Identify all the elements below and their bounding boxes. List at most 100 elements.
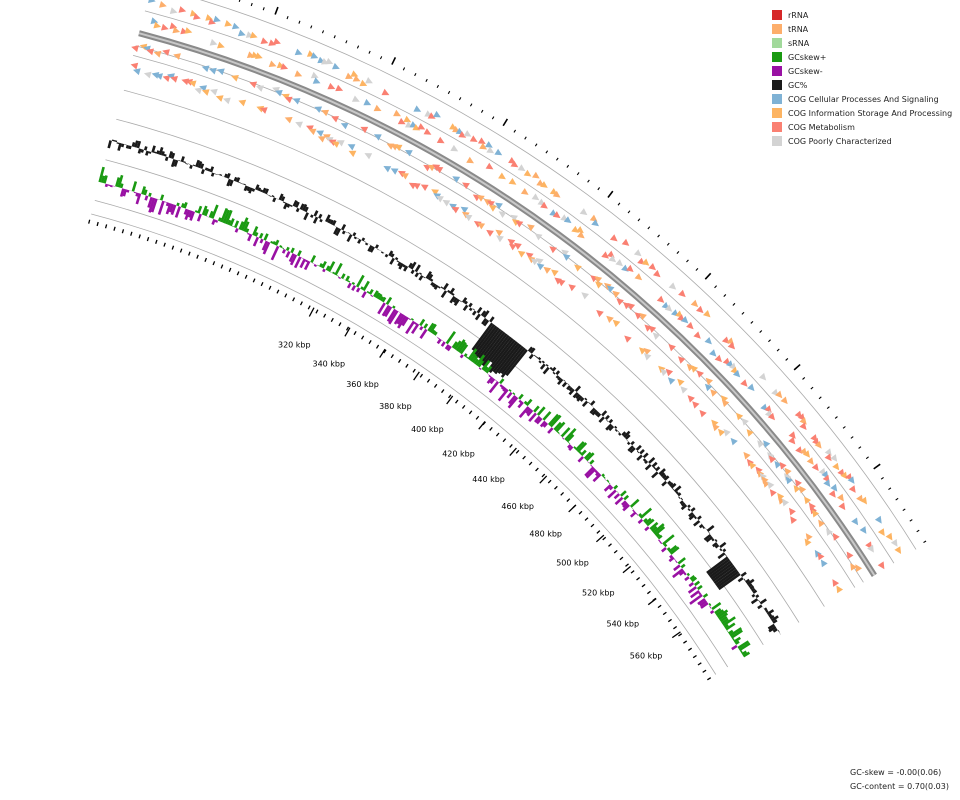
feature-arrow: [789, 507, 796, 516]
gc-skew-plus-bar: [115, 177, 121, 187]
gc-bar: [750, 598, 759, 605]
gc-bar: [125, 144, 130, 149]
gc-bar: [117, 142, 122, 151]
gc-bar: [295, 207, 300, 213]
ring-outline: [199, 0, 917, 550]
gc-bar: [189, 164, 193, 169]
gc-skew-plus-bar: [525, 398, 533, 407]
gc-bar: [770, 615, 779, 622]
gc-bar: [651, 461, 658, 468]
gc-skew-minus-bar: [281, 248, 286, 254]
scale-tick: [509, 444, 513, 448]
outer-tick: [368, 50, 371, 54]
gc-bar: [673, 485, 682, 493]
gc-bar: [440, 286, 444, 289]
feature-arrow: [712, 423, 720, 432]
gc-bar: [608, 425, 615, 432]
outer-tick: [379, 56, 383, 60]
gc-skew-plus-bar: [423, 323, 429, 329]
legend-label: GC%: [788, 80, 808, 90]
feature-arrow: [345, 72, 353, 79]
gc-skew-plus-bar: [646, 518, 655, 527]
legend-item-srna: sRNA: [772, 36, 952, 50]
gc-skew-minus-bar: [351, 284, 357, 291]
gc-bar: [477, 328, 502, 359]
gc-bar: [480, 330, 504, 360]
gc-skew-plus-bar: [252, 226, 259, 236]
feature-arrow: [488, 205, 497, 212]
feature-arrow: [718, 428, 726, 437]
gc-bar: [621, 431, 627, 437]
scale-tick: [130, 231, 133, 236]
gc-skew-plus-bar: [696, 584, 703, 591]
feature-arrow: [552, 190, 561, 198]
gc-skew-plus-bar: [373, 290, 379, 298]
gc-skew-plus-bar: [270, 240, 274, 244]
gc-skew-plus-bar: [613, 484, 619, 490]
gc-skew-minus-bar: [499, 384, 503, 388]
feature-arrow: [508, 243, 517, 251]
scale-tick: [560, 492, 565, 496]
gc-bar: [535, 356, 539, 359]
gc-skew-minus-bar: [299, 258, 306, 269]
scale-tick: [345, 326, 350, 331]
gc-skew-plus-bar: [310, 254, 317, 264]
feature-arrow: [755, 466, 763, 475]
gc-bar: [584, 397, 588, 401]
gc-skew-plus-bar: [410, 317, 414, 321]
gc-bar: [397, 261, 402, 267]
feature-arrow: [450, 144, 459, 152]
feature-arrow: [420, 184, 429, 191]
feature-arrow: [185, 79, 193, 86]
scale-tick: [138, 234, 141, 239]
feature-arrow: [381, 88, 390, 96]
feature-arrow: [462, 182, 470, 190]
outer-tick: [425, 78, 428, 83]
feature-arrow: [517, 164, 526, 172]
gc-bar: [304, 206, 309, 213]
outer-tick: [333, 35, 336, 39]
feature-arrow: [877, 528, 885, 536]
gc-skew-plus-bar: [176, 202, 180, 207]
gc-skew-minus-bar: [614, 496, 624, 506]
outer-tick: [617, 202, 621, 206]
gc-skew-minus-bar: [547, 427, 554, 434]
gc-bar: [236, 177, 241, 183]
legend-item-gc-percent: GC%: [772, 78, 952, 92]
gc-bar: [280, 196, 286, 202]
gc-bar: [136, 140, 142, 149]
gc-skew-minus-bar: [669, 554, 674, 559]
gc-skew-minus-bar: [567, 444, 572, 449]
scale-tick: [268, 285, 272, 290]
gc-bar: [341, 223, 347, 231]
feature-arrow: [860, 496, 867, 505]
gc-skew-plus-bar: [638, 513, 643, 517]
gc-bar: [410, 261, 417, 270]
feature-arrow: [677, 378, 685, 387]
gc-skew-plus-bar: [469, 353, 477, 362]
gc-bar: [374, 244, 380, 249]
outer-tick: [345, 40, 348, 44]
gc-bar: [209, 166, 215, 173]
scale-tick: [515, 449, 520, 454]
feature-arrow: [331, 116, 339, 123]
gc-bar: [494, 342, 520, 375]
gc-bar: [251, 188, 256, 192]
gc-skew-plus-bar: [536, 406, 546, 416]
gc-skew-plus-bar: [718, 612, 729, 621]
feature-arrow: [193, 13, 201, 20]
gc-bar: [549, 366, 553, 371]
outer-tick: [723, 294, 727, 297]
gc-bar: [561, 381, 568, 388]
gc-bar: [369, 246, 375, 253]
outer-tick: [842, 426, 846, 429]
gc-skew-minus-bar: [261, 240, 269, 251]
feature-arrow: [527, 224, 535, 232]
feature-arrow: [150, 17, 159, 25]
gc-skew-plus-bar: [117, 174, 124, 188]
feature-arrow: [699, 409, 707, 418]
gc-skew-plus-bar: [222, 209, 231, 224]
gc-skew-minus-bar: [709, 610, 715, 615]
gc-skew-minus-bar: [413, 322, 418, 326]
ring-outline: [123, 89, 825, 607]
